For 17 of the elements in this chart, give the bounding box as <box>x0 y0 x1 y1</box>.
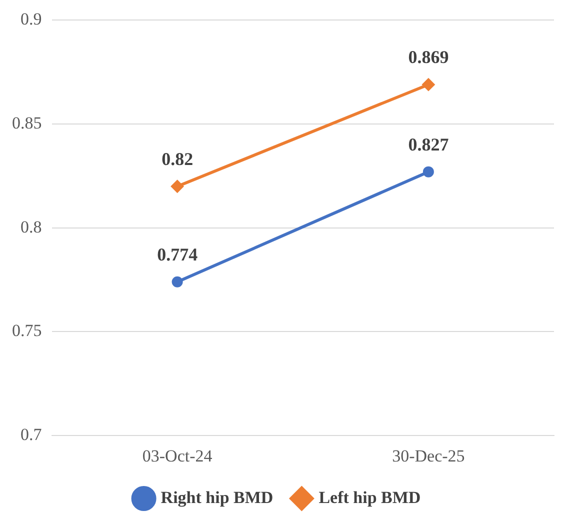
data-label: 0.869 <box>408 47 449 68</box>
y-tick-label: 0.75 <box>12 321 42 340</box>
point <box>422 166 434 178</box>
y-tick-label: 0.85 <box>12 114 42 133</box>
x-tick-label: 30-Dec-25 <box>392 446 465 466</box>
data-label: 0.82 <box>162 149 194 170</box>
point <box>170 180 184 193</box>
data-label: 0.774 <box>157 244 198 265</box>
point <box>172 276 183 288</box>
y-tick-label: 0.9 <box>20 10 42 29</box>
legend-label: Left hip BMD <box>318 488 421 507</box>
y-tick-label: 0.7 <box>20 425 42 444</box>
legend-label: Right hip BMD <box>160 488 274 507</box>
data-label: 0.827 <box>408 134 449 154</box>
y-tick-label: 0.8 <box>20 217 42 236</box>
point <box>422 78 435 92</box>
x-tick-label: 03-Oct-24 <box>142 446 213 466</box>
